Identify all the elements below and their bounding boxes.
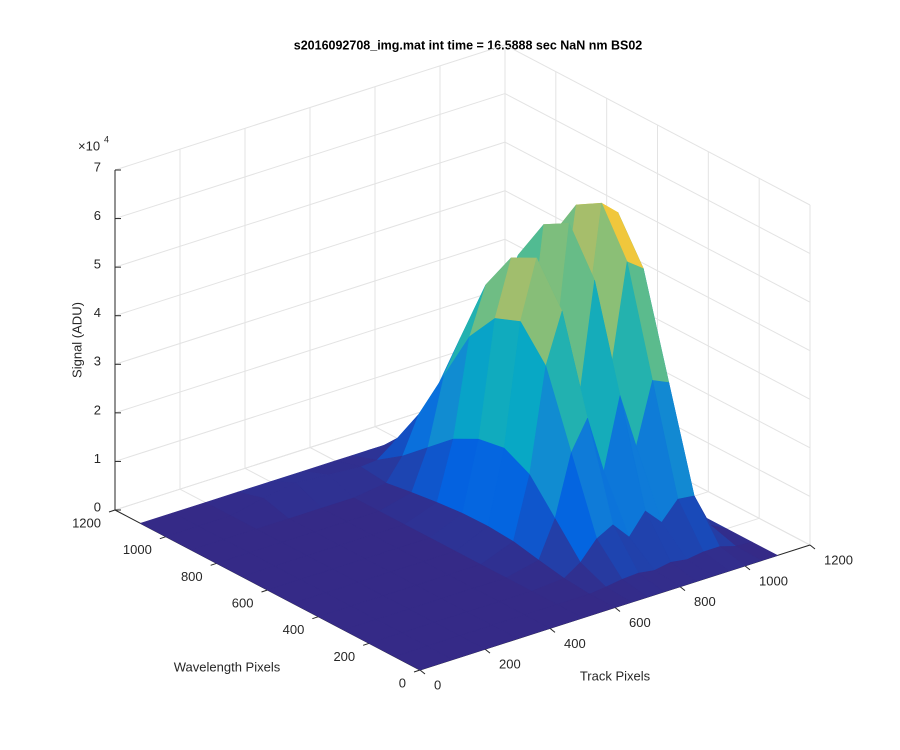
y-tick-label: 0 (399, 675, 406, 690)
z-tick-label: 7 (94, 159, 101, 174)
grid-line (504, 93, 811, 255)
z-multiplier-exponent: 4 (104, 134, 109, 144)
x-tick-label: 200 (499, 657, 521, 672)
z-tick-label: 3 (94, 354, 101, 369)
y-tick-label: 600 (232, 595, 254, 610)
grid-line (114, 93, 506, 220)
z-tick-label: 5 (94, 257, 101, 272)
x-axis-label: Track Pixels (580, 668, 651, 683)
chart-title: s2016092708_img.mat int time = 16.5888 s… (294, 38, 643, 52)
y-tick (108, 509, 116, 513)
x-tick (614, 607, 621, 612)
grid-line (504, 44, 811, 206)
x-tick (679, 586, 686, 592)
grid-line (114, 287, 506, 414)
x-tick (809, 544, 816, 550)
z-tick-label: 0 (94, 499, 101, 514)
grid-line (114, 238, 506, 365)
grid-line (114, 44, 506, 171)
x-tick-label: 800 (694, 594, 716, 609)
z-tick-label: 6 (94, 208, 101, 223)
y-tick-label: 200 (333, 649, 355, 664)
grid-line (114, 141, 506, 268)
y-tick (210, 562, 217, 566)
x-tick-label: 1000 (759, 573, 788, 588)
x-tick-label: 0 (434, 677, 441, 692)
z-multiplier: ×10 (78, 138, 100, 153)
y-axis-label: Wavelength Pixels (174, 659, 281, 674)
z-tick-label: 2 (94, 402, 101, 417)
y-tick (413, 669, 421, 673)
x-tick (549, 627, 556, 633)
y-tick-label: 800 (181, 569, 203, 584)
x-tick-label: 600 (629, 615, 651, 630)
z-tick-label: 4 (94, 305, 101, 320)
y-tick (312, 616, 319, 620)
x-tick-label: 1200 (824, 552, 853, 567)
grid-line (114, 335, 506, 462)
surface-patch (394, 645, 453, 671)
z-tick-label: 1 (94, 451, 101, 466)
x-tick-label: 400 (564, 636, 586, 651)
x-tick (484, 648, 491, 654)
grid-line (504, 190, 811, 352)
grid-line (504, 141, 811, 303)
z-axis-label: Signal (ADU) (69, 302, 84, 378)
x-tick (744, 565, 751, 571)
x-tick (419, 669, 426, 675)
grid-line (114, 190, 506, 317)
y-tick (159, 536, 166, 540)
y-tick-label: 1200 (72, 515, 101, 530)
y-tick (261, 589, 268, 593)
y-tick-label: 1000 (123, 542, 152, 557)
y-tick (363, 642, 370, 646)
y-tick-label: 400 (283, 622, 305, 637)
